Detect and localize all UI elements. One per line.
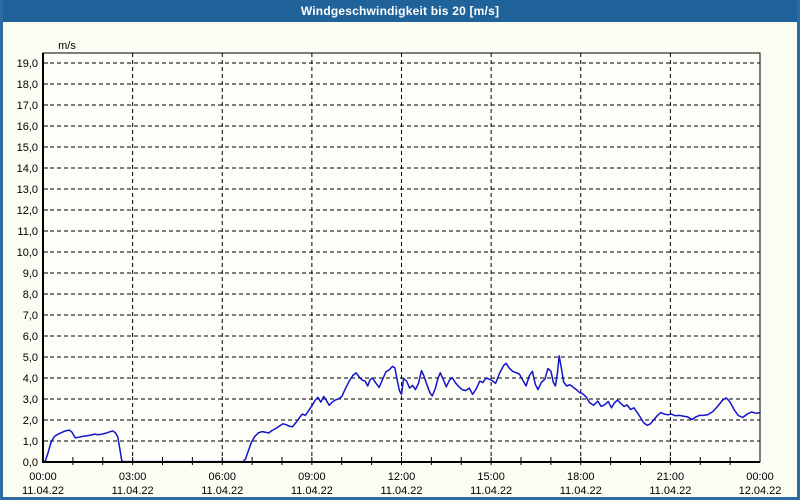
x-axis-time-label: 00:00: [746, 471, 774, 483]
y-axis-tick-label: 13,0: [17, 184, 38, 196]
y-axis-tick-label: 1,0: [23, 436, 38, 448]
y-axis-tick-label: 3,0: [23, 394, 38, 406]
x-axis-date-label: 11.04.22: [470, 485, 512, 497]
chart-area: m/s 0,0 1,0 2,0 3,0 4,0 5,0 6,0 7,0 8,0 9,0 10,0 11,…: [3, 22, 797, 497]
x-axis-time-label: 21:00: [657, 471, 685, 483]
y-axis-tick-label: 15,0: [17, 142, 38, 154]
x-axis-date-label: 12.04.22: [739, 485, 782, 497]
y-axis-tick-label: 8,0: [23, 289, 38, 301]
y-axis-unit-label: m/s: [58, 40, 76, 52]
y-axis-tick-label: 19,0: [17, 58, 38, 70]
wind-speed-chart: m/s 0,0 1,0 2,0 3,0 4,0 5,0 6,0 7,0 8,0 9,0 10,0 11,…: [17, 40, 782, 497]
x-axis-time-label: 18:00: [567, 471, 595, 483]
x-axis-date-label: 11.04.22: [560, 485, 602, 497]
x-axis-time-label: 03:00: [119, 471, 147, 483]
y-axis-tick-label: 9,0: [23, 268, 38, 280]
y-axis-tick-label: 14,0: [17, 163, 38, 175]
y-axis-tick-label: 7,0: [23, 310, 38, 322]
x-axis-time-label: 09:00: [298, 471, 326, 483]
window-title: Windgeschwindigkeit bis 20 [m/s]: [300, 4, 500, 18]
y-axis-tick-label: 5,0: [23, 352, 38, 364]
y-axis-tick-label: 17,0: [17, 100, 38, 112]
y-axis-tick-label: 18,0: [17, 79, 38, 91]
y-axis-tick-label: 12,0: [17, 205, 38, 217]
y-axis-tick-label: 11,0: [17, 226, 38, 238]
window-titlebar: Windgeschwindigkeit bis 20 [m/s]: [3, 0, 797, 22]
x-axis-date-label: 11.04.22: [112, 485, 154, 497]
y-axis-tick-label: 6,0: [23, 331, 38, 343]
x-axis-date-label: 11.04.22: [201, 485, 243, 497]
x-axis-time-label: 12:00: [388, 471, 416, 483]
x-axis-date-label: 11.04.22: [22, 485, 64, 497]
y-axis-tick-label: 2,0: [23, 415, 38, 427]
x-axis-time-label: 00:00: [29, 471, 57, 483]
y-axis-tick-label: 4,0: [23, 373, 38, 385]
x-axis-date-label: 11.04.22: [649, 485, 691, 497]
y-axis-tick-label: 0,0: [23, 457, 38, 469]
y-axis-tick-label: 10,0: [17, 247, 38, 259]
x-axis-date-label: 11.04.22: [291, 485, 333, 497]
y-axis-tick-label: 16,0: [17, 121, 38, 133]
x-axis-time-label: 06:00: [208, 471, 236, 483]
x-axis-date-label: 11.04.22: [380, 485, 422, 497]
x-axis-time-label: 15:00: [477, 471, 505, 483]
